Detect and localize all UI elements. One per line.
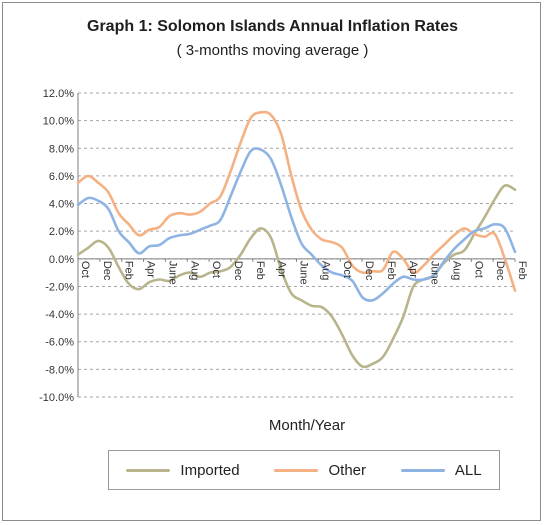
legend-swatch-other <box>274 468 319 472</box>
y-tick-label: 0.0% <box>49 254 74 266</box>
chart-subtitle: ( 3-months moving average ) <box>176 42 369 59</box>
legend-swatch-imported <box>126 468 171 472</box>
x-tick-label: June <box>166 261 178 285</box>
y-tick-labels: 12.0% 10.0% 8.0% 6.0% 4.0% 2.0% 0.0% -2.0% -4.0%… <box>39 88 74 404</box>
chart-frame <box>2 2 541 521</box>
legend-item-all: ALL <box>400 461 482 479</box>
y-tick-label: 10.0% <box>43 116 74 128</box>
y-tick-label: 4.0% <box>49 199 74 211</box>
x-tick-label: Dec <box>232 261 244 281</box>
axes <box>77 93 516 397</box>
x-tick-label: Apr <box>145 261 157 278</box>
y-tick-label: -8.0% <box>45 364 74 376</box>
x-tick-label: Oct <box>79 261 91 278</box>
x-tick-labels: Oct Dec Feb Apr June Aug Oct Dec Feb Apr June Aug Oc… <box>79 261 528 285</box>
x-tick-label: Aug <box>450 261 462 281</box>
x-tick-label: Feb <box>516 261 528 280</box>
grid-lines <box>78 92 515 398</box>
series-line-other <box>76 110 517 292</box>
x-tick-label: Feb <box>123 261 135 280</box>
x-tick-label: Aug <box>319 261 331 281</box>
x-tick-label: Oct <box>472 261 484 278</box>
y-tick-label: 12.0% <box>43 88 74 100</box>
y-tick-label: -4.0% <box>45 309 74 321</box>
series-line-all <box>76 147 517 302</box>
legend-item-imported: Imported <box>126 461 240 479</box>
x-tick-label: Dec <box>101 261 113 281</box>
y-tick-label: 2.0% <box>49 226 74 238</box>
y-tick-label: 6.0% <box>49 171 74 183</box>
x-tick-label: Feb <box>385 261 397 280</box>
legend-item-other: Other <box>274 462 366 479</box>
x-tick-label: Oct <box>210 261 222 278</box>
legend-label-all: ALL <box>454 461 482 479</box>
y-tick-label: -10.0% <box>39 392 74 404</box>
x-tick-label: Dec <box>494 261 506 281</box>
legend-swatch-all <box>400 468 445 472</box>
series-line-imported <box>76 183 517 369</box>
chart-title: Graph 1: Solomon Islands Annual Inflatio… <box>87 18 458 35</box>
y-tick-label: -6.0% <box>45 337 74 349</box>
x-tick-label: Oct <box>341 261 353 278</box>
legend-label-other: Other <box>328 461 366 479</box>
x-tick-label: June <box>429 261 441 285</box>
y-tick-label: 8.0% <box>49 143 74 155</box>
legend: Imported Other ALL <box>108 450 500 490</box>
x-tick-label: Apr <box>276 261 288 278</box>
series-lines <box>76 110 517 369</box>
x-tick-label: Feb <box>254 261 266 280</box>
x-tick-label: Dec <box>363 261 375 281</box>
x-tick-label: Aug <box>188 261 200 281</box>
x-tick-label: Apr <box>407 261 419 278</box>
y-tick-label: -2.0% <box>45 281 74 293</box>
legend-label-imported: Imported <box>180 461 240 479</box>
x-axis-label: Month/Year <box>269 417 345 434</box>
x-tick-label: June <box>298 261 310 285</box>
